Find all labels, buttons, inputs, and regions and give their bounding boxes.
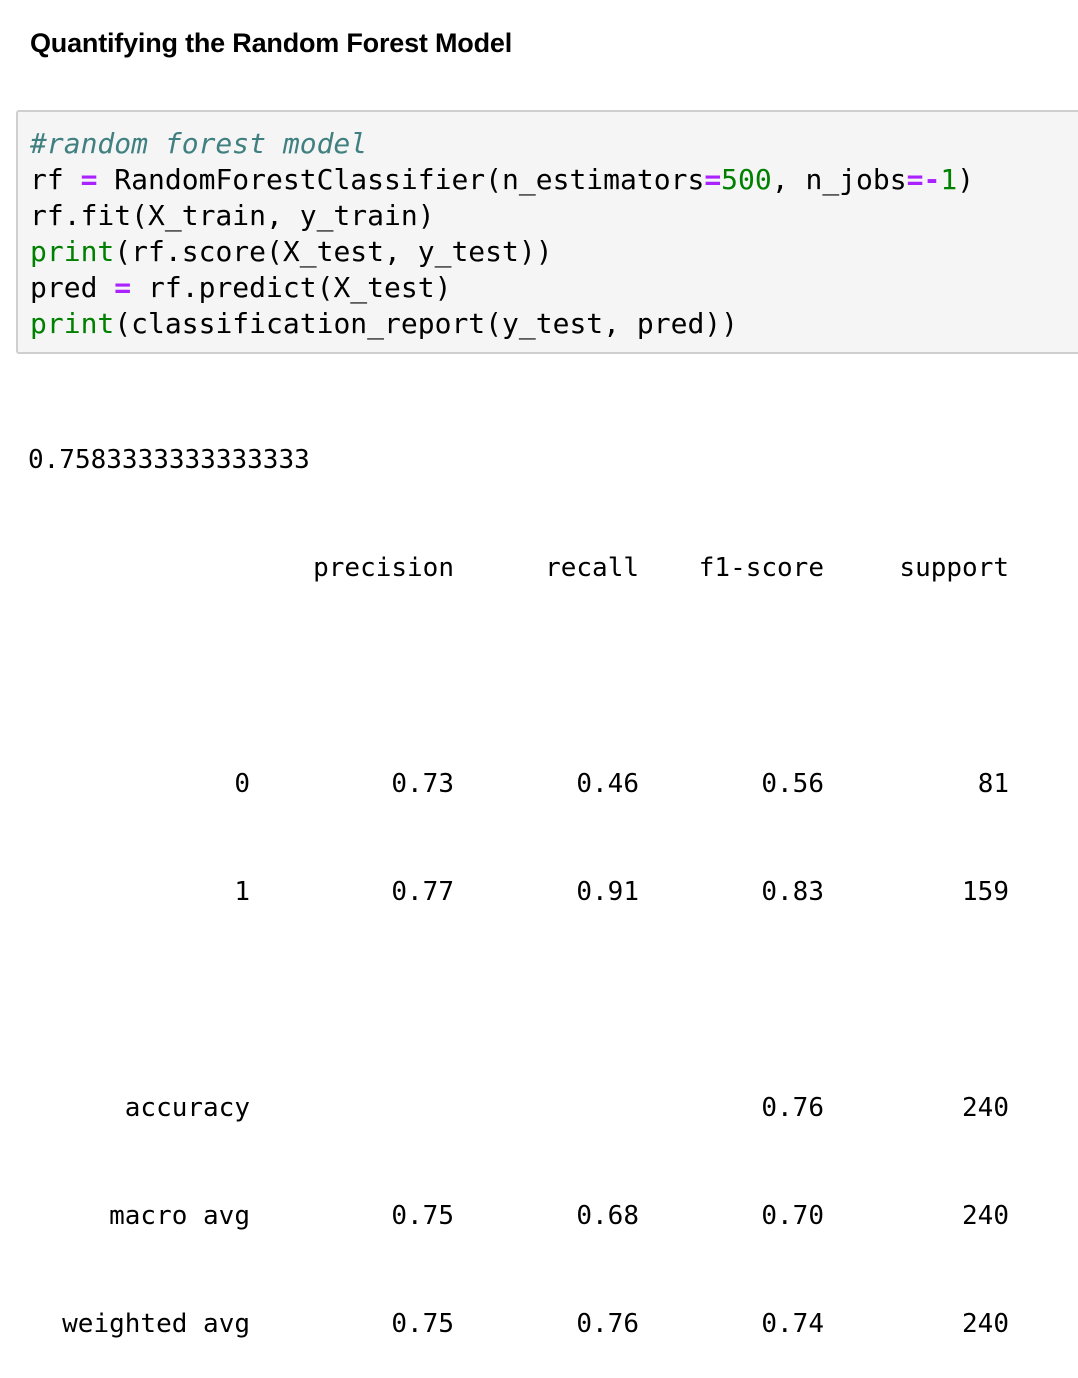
report-row: macro avg 0.75 0.68 0.70 240 [28, 1198, 1009, 1234]
code-line-3: rf.fit(X_train, y_train) [30, 198, 974, 234]
code-token: pred [30, 271, 115, 304]
report-cell: 240 [962, 1309, 1009, 1339]
report-row: 1 0.77 0.91 0.83 159 [28, 874, 1009, 910]
code-number: 500 [721, 163, 772, 196]
report-header-row: precision recall f1-score support [28, 550, 1009, 586]
code-comment: #random forest model [30, 127, 368, 160]
report-header-cell: recall [545, 553, 639, 583]
code-token: (rf.score(X_test, y_test)) [114, 235, 553, 268]
report-cell: 0.75 [391, 1309, 454, 1339]
code-number: 1 [940, 163, 958, 196]
code-operator: =- [906, 163, 941, 196]
report-cell: 0.68 [576, 1201, 639, 1231]
report-cell: 240 [962, 1093, 1009, 1123]
report-header-cell: support [899, 553, 1009, 583]
report-cell: 81 [977, 769, 1009, 799]
report-cell: 0.74 [761, 1309, 824, 1339]
code-line-6: print(classification_report(y_test, pred… [30, 306, 974, 342]
report-cell: 159 [962, 877, 1009, 907]
report-cell: 240 [962, 1201, 1009, 1231]
code-operator: = [704, 163, 722, 196]
code-operator: = [114, 271, 132, 304]
page-title: Quantifying the Random Forest Model [30, 28, 513, 58]
code-line-1: #random forest model [30, 126, 974, 162]
report-row: 0 0.73 0.46 0.56 81 [28, 766, 1009, 802]
report-cell: weighted avg [62, 1309, 250, 1339]
report-cell: 0.70 [761, 1201, 824, 1231]
code-cell[interactable]: #random forest model rf = RandomForestCla… [16, 110, 1078, 354]
code-token: RandomForestClassifier(n_estimators [97, 163, 705, 196]
report-header-cell: f1-score [698, 553, 824, 583]
report-row: weighted avg 0.75 0.76 0.74 240 [28, 1306, 1009, 1342]
code-line-4: print(rf.score(X_test, y_test)) [30, 234, 974, 270]
report-cell: 0.76 [761, 1093, 824, 1123]
report-cell: 0.56 [761, 769, 824, 799]
report-cell: 1 [234, 877, 250, 907]
score-output: 0.7583333333333333 [28, 445, 310, 475]
report-cell: 0.91 [576, 877, 639, 907]
code-token: rf.fit(X_train, y_train) [30, 199, 435, 232]
cell-output: 0.7583333333333333 precision recall f1-sco… [28, 370, 1009, 1378]
code-token: rf [30, 163, 81, 196]
report-cell: 0 [234, 769, 250, 799]
report-blank-row [28, 982, 1009, 1018]
code-line-5: pred = rf.predict(X_test) [30, 270, 974, 306]
report-cell: macro avg [109, 1201, 250, 1231]
report-cell: 0.73 [391, 769, 454, 799]
report-cell: 0.76 [576, 1309, 639, 1339]
report-cell: 0.75 [391, 1201, 454, 1231]
code-token: (classification_report(y_test, pred)) [114, 307, 739, 340]
code-builtin: print [30, 235, 115, 268]
report-blank-row [28, 658, 1009, 694]
code-token: , n_jobs [771, 163, 907, 196]
code-token: ) [957, 163, 975, 196]
report-cell: accuracy [124, 1093, 250, 1123]
report-cell: 0.77 [391, 877, 454, 907]
report-cell: 0.83 [761, 877, 824, 907]
report-row: accuracy 0.76 240 [28, 1090, 1009, 1126]
report-cell: 0.46 [576, 769, 639, 799]
code-builtin: print [30, 307, 115, 340]
report-header-cell: precision [313, 553, 454, 583]
code-line-2: rf = RandomForestClassifier(n_estimators… [30, 162, 974, 198]
code-editor[interactable]: #random forest model rf = RandomForestCla… [30, 126, 974, 342]
code-operator: = [80, 163, 98, 196]
code-token: rf.predict(X_test) [131, 271, 452, 304]
